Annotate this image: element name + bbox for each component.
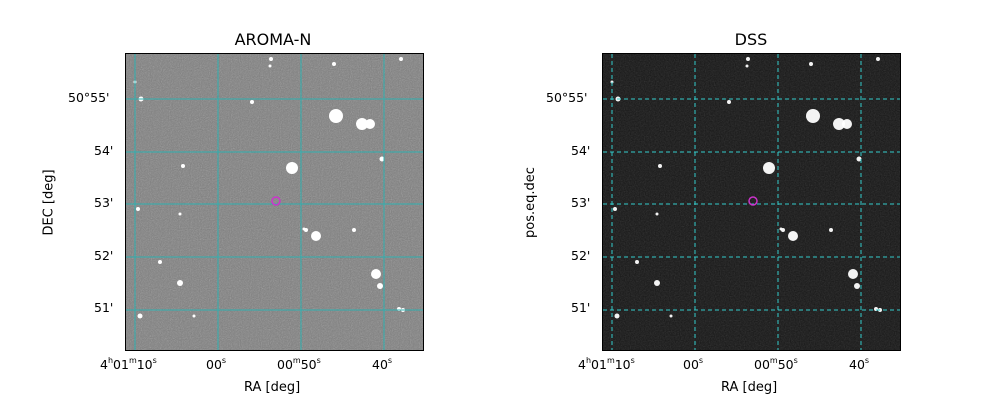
star (833, 118, 845, 130)
xtick-label: 00s (206, 356, 227, 372)
star (654, 280, 660, 286)
aroma-n-sky-image (126, 54, 423, 350)
star (332, 62, 336, 66)
star (806, 109, 820, 123)
star (763, 162, 775, 174)
star (635, 260, 639, 264)
star (745, 64, 749, 68)
dss-sky-image (603, 54, 900, 350)
star (365, 119, 375, 129)
star (192, 314, 196, 318)
ytick-label: 50°55' (546, 90, 588, 105)
star (377, 283, 383, 289)
star (311, 231, 321, 241)
star (137, 313, 143, 319)
star (356, 118, 368, 130)
ytick-label: 54' (94, 143, 114, 158)
xtick-label: 40s (849, 356, 870, 372)
right-plot-title: DSS (734, 30, 768, 49)
ytick-label: 54' (571, 143, 591, 158)
star (181, 164, 185, 168)
star (854, 283, 860, 289)
star (746, 57, 750, 61)
left-plot-title: AROMA-N (234, 30, 312, 49)
star (669, 314, 673, 318)
star (352, 228, 356, 232)
ytick-label: 53' (571, 195, 591, 210)
star (614, 313, 620, 319)
star (399, 57, 403, 61)
star (613, 207, 617, 211)
aroma-n-image (125, 53, 424, 351)
star (371, 269, 381, 279)
xtick-label: 4h01m10s (578, 356, 635, 372)
star (329, 109, 343, 123)
star (809, 62, 813, 66)
ytick-label: 52' (571, 248, 591, 263)
star (727, 100, 731, 104)
star (829, 228, 833, 232)
star (876, 57, 880, 61)
star (158, 260, 162, 264)
star (269, 57, 273, 61)
star (842, 119, 852, 129)
y-axis-label: pos.eq.dec (522, 167, 538, 238)
x-axis-label: RA [deg] (721, 380, 778, 395)
star (302, 227, 306, 231)
star (788, 231, 798, 241)
xtick-label: 40s (372, 356, 393, 372)
star (286, 162, 298, 174)
target-marker (748, 196, 758, 206)
star (658, 164, 662, 168)
xtick-label: 00m50s (754, 356, 798, 372)
star (856, 156, 862, 162)
star (136, 207, 140, 211)
star (779, 227, 783, 231)
dss-image (602, 53, 901, 351)
target-marker (271, 196, 281, 206)
star (268, 64, 272, 68)
star (250, 100, 254, 104)
star (655, 212, 659, 216)
ytick-label: 50°55' (68, 90, 110, 105)
star (848, 269, 858, 279)
ytick-label: 51' (94, 300, 114, 315)
x-axis-label: RA [deg] (244, 380, 301, 395)
xtick-label: 00m50s (277, 356, 321, 372)
star (177, 280, 183, 286)
xtick-label: 00s (683, 356, 704, 372)
ytick-label: 51' (571, 300, 591, 315)
star (379, 156, 385, 162)
ytick-label: 52' (94, 248, 114, 263)
y-axis-label: DEC [deg] (41, 169, 57, 236)
xtick-label: 4h01m10s (100, 356, 157, 372)
ytick-label: 53' (94, 195, 114, 210)
star (178, 212, 182, 216)
